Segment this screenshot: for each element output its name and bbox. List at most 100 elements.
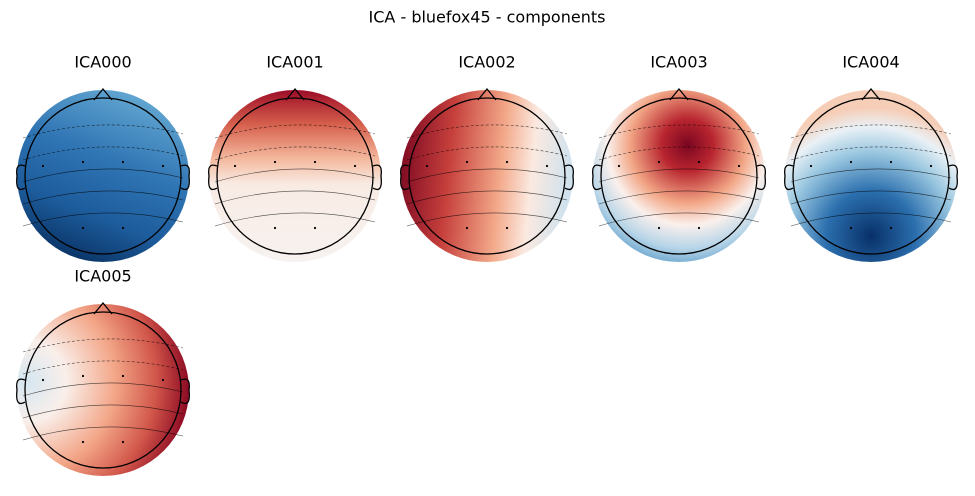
contour-line	[790, 168, 952, 183]
sensor	[657, 160, 661, 164]
sensor	[81, 374, 85, 378]
sensor	[313, 226, 317, 230]
topomap-field	[17, 90, 189, 262]
topomap	[16, 301, 190, 476]
sensor	[505, 226, 509, 230]
contour-line	[406, 146, 568, 161]
head-outline	[216, 97, 374, 255]
nose	[861, 87, 881, 101]
topomap-field	[593, 90, 765, 262]
contour-line	[214, 168, 376, 183]
contour-line	[406, 212, 568, 227]
contour-line	[406, 168, 568, 183]
topomap	[784, 87, 958, 262]
sensor	[545, 164, 549, 168]
component-title: ICA000	[74, 53, 131, 72]
topomap	[16, 87, 190, 262]
contour-line	[598, 212, 760, 227]
sensor	[313, 160, 317, 164]
sensor	[889, 226, 893, 230]
sensor	[697, 160, 701, 164]
contour-line	[598, 146, 760, 161]
left-ear	[784, 164, 794, 191]
sensor	[505, 160, 509, 164]
sensor	[697, 226, 701, 230]
sensor	[121, 440, 125, 444]
contour-line	[598, 124, 760, 139]
sensor	[617, 164, 621, 168]
right-ear	[180, 164, 190, 191]
contour-line	[790, 124, 952, 139]
nose	[669, 87, 689, 101]
right-ear	[756, 164, 766, 191]
head-outline	[600, 97, 758, 255]
contour-line	[22, 212, 184, 227]
head-outline	[24, 97, 182, 255]
sensor	[465, 160, 469, 164]
sensor	[273, 226, 277, 230]
sensor	[161, 164, 165, 168]
left-ear	[592, 164, 602, 191]
contour-line	[22, 338, 184, 353]
sensor	[889, 160, 893, 164]
figure-title: ICA - bluefox45 - components	[369, 8, 606, 27]
left-ear	[400, 164, 410, 191]
topomap	[400, 87, 574, 262]
sensor	[161, 378, 165, 382]
right-ear	[372, 164, 382, 191]
contour-line	[598, 190, 760, 205]
sensor	[657, 226, 661, 230]
contour-line	[22, 404, 184, 419]
contour-line	[790, 190, 952, 205]
sensor	[233, 164, 237, 168]
contour-line	[790, 212, 952, 227]
sensor	[41, 164, 45, 168]
sensor	[81, 440, 85, 444]
contour-line	[22, 168, 184, 183]
sensor	[81, 226, 85, 230]
head-outline	[408, 97, 566, 255]
topomap	[208, 87, 382, 262]
left-ear	[16, 378, 26, 405]
sensor	[465, 226, 469, 230]
component-title: ICA004	[842, 53, 899, 72]
contour-line	[22, 360, 184, 375]
sensor	[41, 378, 45, 382]
contour-line	[790, 146, 952, 161]
sensor	[121, 226, 125, 230]
contour-line	[214, 124, 376, 139]
topomap-field	[401, 90, 573, 262]
topomap-field	[17, 304, 189, 476]
contour-line	[22, 190, 184, 205]
contour-line	[214, 212, 376, 227]
contour-line	[22, 146, 184, 161]
left-ear	[208, 164, 218, 191]
sensor	[929, 164, 933, 168]
left-ear	[16, 164, 26, 191]
nose	[477, 87, 497, 101]
sensor	[353, 164, 357, 168]
component-title: ICA001	[266, 53, 323, 72]
contour-line	[22, 124, 184, 139]
head-outline	[792, 97, 950, 255]
sensor	[81, 160, 85, 164]
topomap-field	[209, 90, 381, 262]
sensor	[809, 164, 813, 168]
right-ear	[564, 164, 574, 191]
topomap-field	[785, 90, 957, 262]
sensor	[425, 164, 429, 168]
contour-line	[598, 168, 760, 183]
component-title: ICA005	[74, 267, 131, 286]
sensor	[737, 164, 741, 168]
contour-line	[214, 146, 376, 161]
nose	[93, 87, 113, 101]
nose	[285, 87, 305, 101]
topomap	[592, 87, 766, 262]
sensor	[849, 160, 853, 164]
right-ear	[180, 378, 190, 405]
sensor	[849, 226, 853, 230]
contour-line	[22, 382, 184, 397]
sensor	[121, 374, 125, 378]
contour-line	[214, 190, 376, 205]
